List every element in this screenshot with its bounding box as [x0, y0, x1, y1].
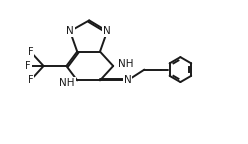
- Text: F: F: [25, 61, 31, 71]
- Text: NH: NH: [59, 78, 75, 88]
- Text: N: N: [103, 26, 111, 36]
- Text: N: N: [66, 26, 74, 36]
- Text: F: F: [28, 75, 33, 85]
- Text: N: N: [124, 75, 131, 85]
- Text: NH: NH: [118, 59, 133, 69]
- Text: F: F: [28, 47, 33, 57]
